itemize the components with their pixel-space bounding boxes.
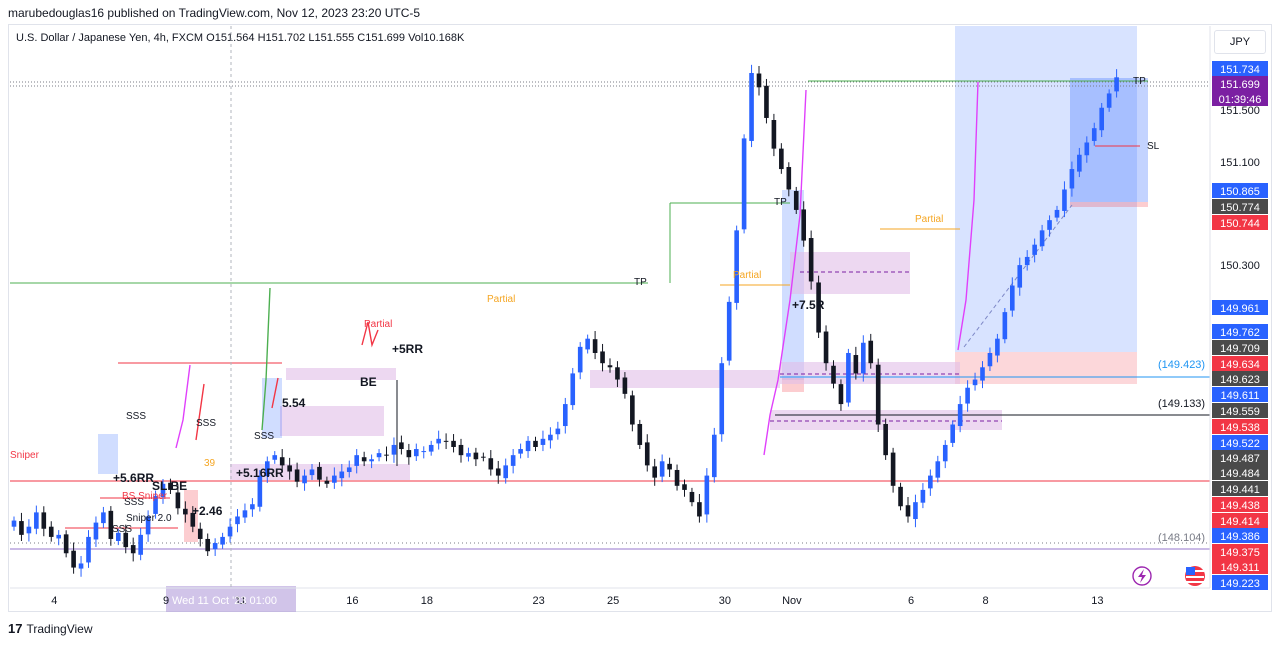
ohlc-low: L151.555	[308, 32, 355, 44]
ohlc-open: O151.564	[206, 32, 255, 44]
tradingview-logo-mark: 17	[8, 621, 23, 636]
tradingview-logo[interactable]: 17 TradingView	[8, 621, 93, 636]
volume: Vol10.168K	[408, 32, 465, 44]
chart-frame[interactable]	[8, 24, 1272, 612]
currency-button[interactable]: JPY	[1214, 30, 1266, 54]
symbol-info-line: U.S. Dollar / Japanese Yen, 4h, FXCM O15…	[16, 32, 464, 44]
published-by-line: marubedouglas16 published on TradingView…	[8, 6, 421, 20]
tradingview-brand-text: TradingView	[26, 621, 93, 636]
ohlc-close: C151.699	[357, 32, 406, 44]
symbol-name: U.S. Dollar / Japanese Yen, 4h, FXCM	[16, 32, 204, 44]
ohlc-high: H151.702	[257, 32, 306, 44]
